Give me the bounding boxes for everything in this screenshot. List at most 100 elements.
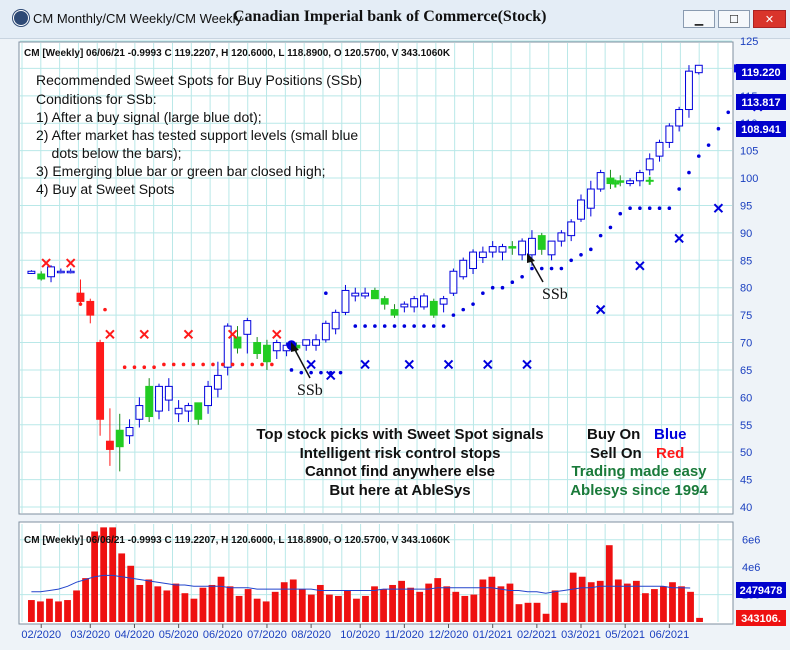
x-tick-label: 03/2021 xyxy=(561,629,601,641)
candle-body xyxy=(76,292,85,302)
candle-body xyxy=(390,309,399,316)
buy-stop-dot xyxy=(392,324,397,328)
buy-stop-dot xyxy=(363,324,367,328)
buy-stop-dot xyxy=(353,324,358,328)
sell-stop-dot xyxy=(171,362,176,367)
buy-x-marker-stroke xyxy=(306,359,316,370)
y-tick-label: 70 xyxy=(740,338,752,350)
x-tick-label: 06/2021 xyxy=(649,629,689,641)
candle-body xyxy=(655,141,664,157)
buy-x-marker xyxy=(404,359,414,370)
volume-bar xyxy=(560,602,568,622)
sell-x-marker xyxy=(227,329,238,340)
x-axis: 02/2020 03/2020 04/2020 05/2020 06/2020 07/20… xyxy=(21,624,689,641)
sell-stop-dot xyxy=(230,362,235,367)
volume-bar xyxy=(542,613,550,622)
volume-bar xyxy=(298,589,306,622)
volume-bar xyxy=(623,583,631,622)
volume-bar xyxy=(55,601,62,622)
x-tick-label: 05/2021 xyxy=(605,629,645,641)
candle-body xyxy=(37,273,46,280)
title-bar: CM Monthly/CM Weekly/CM Weekly Canadian … xyxy=(0,0,790,39)
buy-stop-dot xyxy=(579,253,583,257)
candle-body xyxy=(400,303,409,308)
volume-bar xyxy=(316,584,324,622)
candle-body xyxy=(449,270,458,294)
volume-ma-box xyxy=(736,582,786,598)
price-box-close xyxy=(736,64,786,80)
close-button[interactable]: ✕ xyxy=(753,10,786,28)
candle-body xyxy=(105,440,114,450)
x-tick-label: 03/2020 xyxy=(70,629,110,641)
candle-body xyxy=(420,295,428,308)
minimize-button[interactable]: ▁ xyxy=(683,10,715,28)
x-tick-label: 06/2020 xyxy=(203,629,243,641)
volume-bar xyxy=(605,545,613,622)
sell-x-marker xyxy=(272,329,282,340)
y-tick-label: 95 xyxy=(740,200,752,212)
buy-stop-dot xyxy=(667,206,672,211)
candle-body xyxy=(115,429,124,448)
buy-stop-dot xyxy=(471,302,475,306)
candle-body xyxy=(518,240,527,256)
candle-body xyxy=(331,311,340,330)
candle-body xyxy=(675,109,684,127)
volume-bar xyxy=(37,601,44,622)
volume-bar xyxy=(154,586,162,622)
candle-body xyxy=(439,298,448,305)
volume-bar xyxy=(506,583,514,622)
buy-stop-dot xyxy=(382,324,387,328)
volume-bar xyxy=(335,595,342,622)
buy-stop-dot xyxy=(539,266,544,271)
candle-body xyxy=(302,339,311,346)
price-box-text: 119.220 xyxy=(741,67,780,79)
x-tick-label: 12/2020 xyxy=(429,629,469,641)
volume-bar xyxy=(353,598,360,622)
candle-body xyxy=(469,251,477,270)
candle-body xyxy=(508,246,517,249)
buy-stop-dot xyxy=(618,211,623,216)
buy-x-marker xyxy=(360,359,370,370)
volume-info: CM [Weekly] 06/06/21 -0.9993 C 119.2207,… xyxy=(24,535,451,546)
buy-stop-dot xyxy=(726,110,731,115)
buy-stop-dot xyxy=(309,370,313,375)
volume-bar xyxy=(244,589,252,622)
buy-x-marker-stroke xyxy=(443,359,454,370)
sell-x-marker xyxy=(41,258,51,268)
candle-body xyxy=(27,270,36,274)
buy-x-marker-stroke xyxy=(483,359,493,370)
maximize-button[interactable]: ☐ xyxy=(718,10,750,28)
y-tick-label: 90 xyxy=(740,228,752,240)
candle-body xyxy=(164,385,173,401)
sell-stop-dot xyxy=(142,365,147,370)
candle-body xyxy=(86,300,95,316)
price-grid xyxy=(20,40,732,513)
volume-ma-line xyxy=(31,574,691,594)
sell-x-marker xyxy=(183,329,194,340)
candle-body xyxy=(145,385,154,418)
volume-bar xyxy=(127,565,135,622)
sell-stop-dot xyxy=(201,362,205,367)
sell-x-marker-stroke xyxy=(65,258,76,268)
buy-stop-dot xyxy=(412,324,416,328)
buy-stop-dot xyxy=(589,247,593,252)
buy-x-marker xyxy=(635,261,645,271)
price-marks xyxy=(27,64,763,472)
sell-x-marker xyxy=(65,258,76,268)
volume-last-box xyxy=(736,610,786,626)
sell-x-marker xyxy=(139,329,149,340)
volume-bar xyxy=(669,582,676,622)
volume-bar xyxy=(632,580,640,622)
ssb-arrow xyxy=(529,258,544,283)
candle-body xyxy=(685,70,693,111)
x-tick-label: 08/2020 xyxy=(291,629,331,641)
volume-marks xyxy=(28,527,703,622)
candle-body xyxy=(645,158,654,171)
y-tick-label: 50 xyxy=(740,447,752,459)
volume-ma-text: 2479478 xyxy=(740,585,783,597)
candle-body xyxy=(253,342,262,354)
volume-bar xyxy=(407,587,415,622)
sell-stop-dot xyxy=(191,362,196,367)
candle-body xyxy=(528,237,536,256)
price-box-lower xyxy=(736,121,786,137)
